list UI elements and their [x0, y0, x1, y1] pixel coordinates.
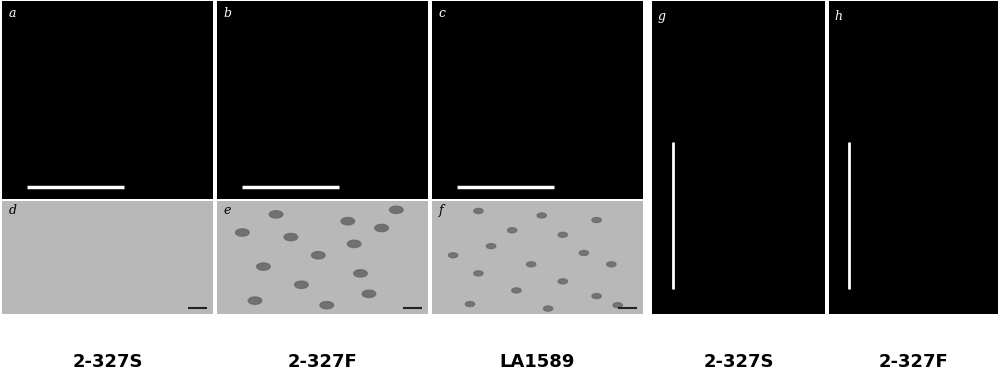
- Circle shape: [375, 224, 388, 232]
- Circle shape: [269, 211, 283, 218]
- Circle shape: [558, 279, 567, 284]
- Circle shape: [354, 270, 367, 277]
- Text: 2-327F: 2-327F: [879, 353, 948, 371]
- Circle shape: [613, 303, 622, 307]
- Circle shape: [295, 281, 308, 288]
- Text: d: d: [8, 204, 16, 217]
- Circle shape: [312, 252, 325, 259]
- Text: h: h: [834, 10, 842, 23]
- Circle shape: [527, 262, 536, 267]
- Circle shape: [512, 288, 521, 293]
- Circle shape: [257, 263, 270, 270]
- Circle shape: [474, 209, 483, 213]
- Circle shape: [362, 290, 376, 297]
- Circle shape: [558, 232, 567, 237]
- Circle shape: [320, 302, 333, 309]
- Circle shape: [486, 244, 496, 249]
- Text: 2-327S: 2-327S: [703, 353, 774, 371]
- Circle shape: [284, 234, 298, 241]
- Text: 2-327S: 2-327S: [72, 353, 143, 371]
- Circle shape: [448, 253, 458, 258]
- Circle shape: [537, 213, 546, 218]
- Circle shape: [465, 302, 475, 306]
- Circle shape: [508, 228, 517, 233]
- Text: b: b: [223, 7, 231, 20]
- Circle shape: [390, 206, 403, 213]
- Text: c: c: [438, 7, 445, 20]
- Text: f: f: [438, 204, 443, 217]
- Circle shape: [474, 271, 483, 276]
- Circle shape: [579, 251, 589, 255]
- Circle shape: [592, 217, 601, 222]
- Circle shape: [592, 294, 601, 298]
- Circle shape: [347, 240, 361, 248]
- Circle shape: [248, 297, 262, 304]
- Circle shape: [607, 262, 616, 267]
- Circle shape: [543, 306, 553, 311]
- Text: LA1589: LA1589: [500, 353, 575, 371]
- Text: 2-327F: 2-327F: [288, 353, 357, 371]
- Circle shape: [236, 229, 249, 236]
- Text: g: g: [657, 10, 665, 23]
- Text: a: a: [8, 7, 16, 20]
- Text: e: e: [223, 204, 231, 217]
- Circle shape: [341, 217, 355, 225]
